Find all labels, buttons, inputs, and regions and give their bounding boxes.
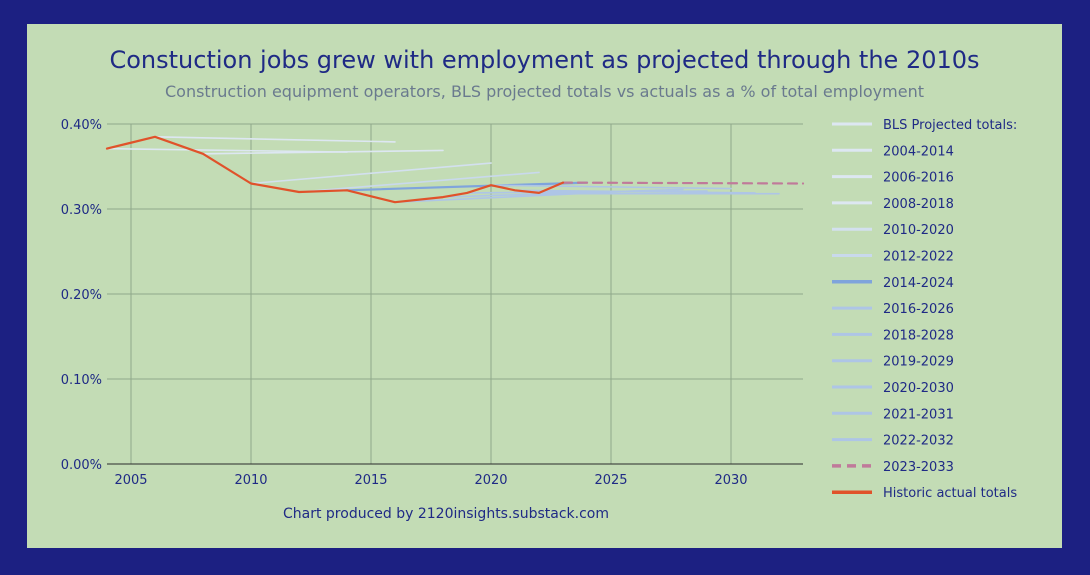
series-line-2023-2033 xyxy=(561,181,805,185)
legend-label: 2020-2030 xyxy=(883,381,954,396)
axes: 0.40% 0.30% 0.20% 0.10% 0.00% 2005 2010 2015 202… xyxy=(61,118,803,488)
legend-label: 2012-2022 xyxy=(883,250,954,265)
series-line-2020-2030 xyxy=(490,184,732,190)
legend-label: 2010-2020 xyxy=(883,223,954,238)
series-line-2010-2020 xyxy=(250,162,492,185)
x-tick-label: 2010 xyxy=(234,473,267,488)
legend-label: 2004-2014 xyxy=(883,144,954,159)
legend-label: 2008-2018 xyxy=(883,197,954,212)
grid xyxy=(107,123,803,464)
legend-label: 2023-2033 xyxy=(883,460,954,475)
legend-label: 2006-2016 xyxy=(883,171,954,186)
series-line-2021-2031 xyxy=(514,189,756,194)
series-line-historic-actual-totals xyxy=(105,135,565,204)
legend-label: Historic actual totals xyxy=(883,486,1017,501)
y-tick-label: 0.10% xyxy=(61,373,102,388)
series-line-2006-2016 xyxy=(154,136,396,143)
x-tick-label: 2005 xyxy=(114,473,147,488)
chart-panel: Constuction jobs grew with employment as… xyxy=(27,24,1062,548)
legend-label: 2018-2028 xyxy=(883,328,954,343)
legend-label: 2022-2032 xyxy=(883,434,954,449)
line-chart: 0.40% 0.30% 0.20% 0.10% 0.00% 2005 2010 2015 202… xyxy=(61,118,1018,501)
chart-title: Constuction jobs grew with employment as… xyxy=(109,46,980,74)
x-tick-label: 2025 xyxy=(594,473,627,488)
series-line-2004-2014 xyxy=(106,147,348,153)
series-line-2012-2022 xyxy=(298,171,540,193)
y-tick-label: 0.30% xyxy=(61,203,102,218)
legend: BLS Projected totals: 2004-2014 2006-2016 2… xyxy=(832,118,1017,501)
legend-label: 2021-2031 xyxy=(883,407,954,422)
chart-credit: Chart produced by 2120insights.substack.… xyxy=(283,506,609,522)
series-lines xyxy=(105,135,805,204)
y-tick-label: 0.00% xyxy=(61,458,102,473)
x-tick-label: 2020 xyxy=(474,473,507,488)
legend-label: 2016-2026 xyxy=(883,302,954,317)
legend-label: 2014-2024 xyxy=(883,276,954,291)
x-tick-label: 2015 xyxy=(354,473,387,488)
y-tick-label: 0.20% xyxy=(61,288,102,303)
legend-label: 2019-2029 xyxy=(883,355,954,370)
series-line-2008-2018 xyxy=(202,149,444,155)
y-tick-label: 0.40% xyxy=(61,118,102,133)
legend-label: BLS Projected totals: xyxy=(883,118,1017,133)
x-tick-label: 2030 xyxy=(714,473,747,488)
series-line-2014-2024 xyxy=(345,181,589,192)
chart-subtitle: Construction equipment operators, BLS pr… xyxy=(164,82,924,101)
